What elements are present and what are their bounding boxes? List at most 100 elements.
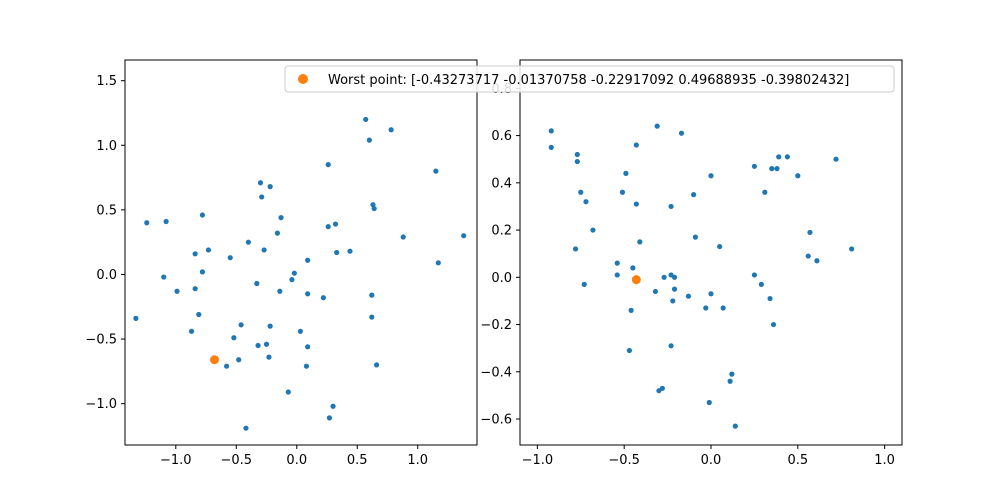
x-tick-label: −1.0 [160,453,192,468]
data-point [614,272,620,278]
x-tick-label: 0.0 [701,453,722,468]
data-point [769,166,775,172]
y-tick-label: 0.4 [491,176,512,191]
data-point [255,342,261,349]
y-tick-label: 1.5 [96,74,117,89]
data-point [330,403,336,409]
worst-point [210,355,220,365]
x-tick-label: 0.0 [286,453,307,468]
data-point [590,227,596,233]
data-point [619,189,626,195]
data-point [720,305,726,311]
data-point [626,347,632,354]
data-point [347,248,353,254]
data-point [236,357,242,363]
data-point [637,239,643,245]
data-point [729,371,735,377]
data-point [654,123,660,129]
y-tick-label: 0.2 [491,224,512,239]
y-tick-label: 0.6 [491,129,512,144]
x-tick-label: 0.5 [347,453,368,468]
data-point [668,203,674,210]
data-point [325,162,331,168]
data-point [277,288,283,294]
data-point [238,322,244,328]
y-tick-label: 1.0 [96,139,117,154]
data-point [548,144,554,150]
data-point [259,194,265,200]
data-point [692,234,698,240]
data-point [263,341,270,347]
data-point [708,291,714,297]
data-point [784,154,791,160]
data-point [614,260,620,266]
data-point [227,255,233,261]
data-point [685,293,692,299]
data-point [267,323,273,329]
data-point [767,295,773,302]
data-point [199,212,206,218]
data-point [708,173,714,179]
data-point [762,189,768,195]
data-point [305,257,311,263]
data-point [332,221,339,227]
data-point [656,388,662,394]
data-point [243,425,249,431]
data-point [369,314,375,320]
x-tick-label: 1.0 [407,453,428,468]
data-point [630,265,636,271]
data-point [668,343,674,349]
data-point [174,288,180,294]
x-tick-label: −1.0 [522,453,554,468]
data-point [192,251,198,257]
data-point [363,116,369,123]
data-point [371,205,377,212]
data-point [161,274,167,280]
data-point [671,286,678,292]
data-point [374,362,380,368]
data-point [548,128,554,134]
data-point [231,335,237,341]
data-point [303,363,310,369]
data-point [326,415,333,421]
data-point [274,230,281,236]
data-point [583,199,589,205]
data-point [633,142,639,148]
data-point [285,389,291,395]
data-point [461,233,467,239]
data-point [144,220,150,226]
y-tick-label: 0.5 [96,203,117,218]
data-point [254,280,260,287]
data-point [224,363,230,369]
data-point [291,270,297,276]
data-point [192,286,198,292]
data-point [261,247,267,253]
data-point [671,274,678,280]
x-tick-label: 0.5 [787,453,808,468]
data-point [703,305,709,311]
right-scatter-plot: −1.0 −0.5 0.0 0.5 1.0 −0.6 −0.4 −0.2 0.0 0.2 0.4 0.… [480,59,903,468]
data-point [196,311,202,318]
data-point [727,378,733,384]
data-point [334,249,340,256]
x-tick-label: −0.5 [220,453,252,468]
worst-point [631,275,641,285]
data-point [670,298,676,304]
data-point [297,328,303,334]
y-tick-label: −1.0 [85,397,117,412]
y-tick-label: −0.6 [480,413,512,428]
data-point [388,127,394,133]
data-point [574,158,580,165]
data-point [628,307,634,313]
x-tick-label: −0.5 [608,453,640,468]
data-point [574,151,580,158]
data-point [678,130,685,136]
y-tick-label: −0.5 [85,333,117,348]
data-point [133,315,139,321]
data-point [751,163,758,169]
data-point [400,234,406,240]
data-point [266,354,272,360]
legend-label: Worst point: [-0.43273717 -0.01370758 -0… [328,73,849,88]
data-point [278,215,284,221]
